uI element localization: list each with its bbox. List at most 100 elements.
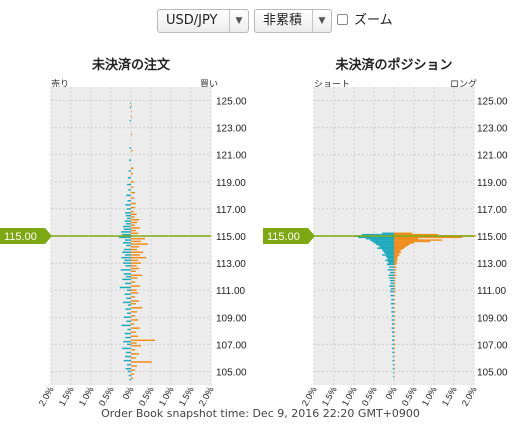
- bar-left: [126, 194, 131, 197]
- bar-right: [394, 250, 400, 252]
- bar-left: [127, 343, 131, 346]
- y-tick-label: 125.00: [477, 97, 508, 108]
- bar-left: [124, 259, 131, 262]
- bar-right: [394, 315, 395, 317]
- bar-right: [131, 213, 137, 216]
- bar-right: [131, 259, 139, 262]
- bar-left: [123, 273, 131, 275]
- bar-right: [131, 186, 134, 188]
- bar-right: [131, 237, 145, 240]
- bar-left: [386, 263, 394, 266]
- bar-right: [131, 327, 140, 329]
- bar-right: [131, 349, 135, 351]
- bar-right: [131, 210, 134, 213]
- bar-right: [394, 294, 396, 297]
- bar-left: [119, 236, 131, 239]
- bar-right: [394, 252, 399, 255]
- y-tick-label: 105.00: [216, 367, 247, 378]
- bar-right: [394, 239, 442, 241]
- zoom-label: ズーム: [354, 13, 393, 28]
- bar-right: [394, 254, 400, 256]
- bar-right: [131, 319, 139, 321]
- bar-left: [374, 242, 394, 244]
- bar-left: [123, 340, 131, 343]
- bar-right: [394, 247, 404, 249]
- bar-left: [127, 312, 131, 314]
- bar-left: [389, 285, 394, 287]
- zoom-checkbox[interactable]: [337, 14, 348, 25]
- bar-right: [131, 116, 133, 118]
- x-tick-label: 1.0%: [420, 385, 439, 408]
- bar-right: [394, 243, 410, 245]
- bar-left: [124, 332, 131, 335]
- bar-left: [126, 275, 131, 278]
- x-tick-label: 0%: [121, 385, 136, 401]
- bar-right: [394, 251, 402, 253]
- bar-left: [128, 189, 131, 191]
- bar-right: [131, 292, 139, 294]
- bar-left: [390, 290, 394, 293]
- bar-left: [382, 250, 394, 252]
- bar-left: [125, 212, 131, 214]
- aggregation-mode-select[interactable]: 非累積 ▼: [254, 9, 332, 33]
- y-tick-label: 121.00: [216, 151, 247, 162]
- currency-pair-select[interactable]: USD/JPY ▼: [157, 9, 249, 33]
- bar-left: [125, 368, 131, 370]
- bar-left: [125, 204, 131, 206]
- bar-right: [394, 347, 395, 350]
- bar-right: [394, 335, 395, 337]
- bar-left: [129, 120, 131, 122]
- current-price-label: 115.00: [4, 231, 37, 243]
- currency-pair-value: USD/JPY: [166, 13, 218, 28]
- bar-left: [126, 297, 131, 300]
- bar-left: [127, 363, 131, 366]
- bar-right: [131, 191, 135, 194]
- bar-left: [124, 220, 131, 222]
- bar-right: [394, 242, 414, 244]
- bar-right: [394, 355, 395, 358]
- bar-left: [126, 351, 131, 354]
- bar-right: [394, 260, 397, 263]
- y-tick-label: 113.00: [216, 259, 246, 270]
- bar-right: [394, 246, 406, 248]
- bar-left: [126, 208, 131, 210]
- bar-right: [394, 259, 397, 262]
- bar-left: [392, 335, 394, 337]
- bar-left: [121, 231, 131, 233]
- bar-right: [394, 233, 438, 236]
- bar-left: [387, 269, 394, 271]
- current-price-tag: [0, 228, 52, 244]
- bar-right: [394, 244, 408, 247]
- y-tick-label: 105.00: [477, 367, 508, 378]
- bar-left: [378, 244, 394, 247]
- chart-panel-1: 125.00 123.00 121.00 119.00 117.00 115.00 113.…: [263, 87, 508, 408]
- x-tick-label: 1.0%: [77, 385, 96, 408]
- bar-right: [131, 197, 135, 199]
- bar-left: [129, 159, 131, 161]
- bar-right: [131, 181, 135, 183]
- bar-right: [394, 237, 418, 240]
- bar-right: [131, 216, 135, 218]
- bar-left: [129, 147, 131, 149]
- bar-left: [391, 327, 394, 329]
- bar-left: [370, 239, 394, 241]
- bar-right: [131, 262, 141, 264]
- bar-left: [123, 225, 131, 228]
- bar-left: [358, 236, 394, 239]
- bar-right: [131, 357, 136, 359]
- bar-right: [394, 248, 402, 251]
- bar-right: [131, 344, 141, 347]
- bar-right: [131, 254, 140, 256]
- bar-left: [123, 359, 131, 362]
- bar-right: [131, 265, 137, 267]
- x-tick-label: 0.5%: [137, 385, 156, 408]
- bar-left: [382, 232, 394, 235]
- toolbar: USD/JPY ▼ 非累積 ▼ ズーム: [0, 9, 521, 35]
- zoom-toggle[interactable]: ズーム: [337, 12, 393, 32]
- bar-right: [131, 311, 137, 313]
- bar-right: [394, 285, 396, 287]
- bar-left: [125, 336, 131, 339]
- bar-right: [131, 296, 135, 298]
- bar-left: [385, 252, 394, 255]
- x-tick-label: 2.0%: [37, 385, 56, 408]
